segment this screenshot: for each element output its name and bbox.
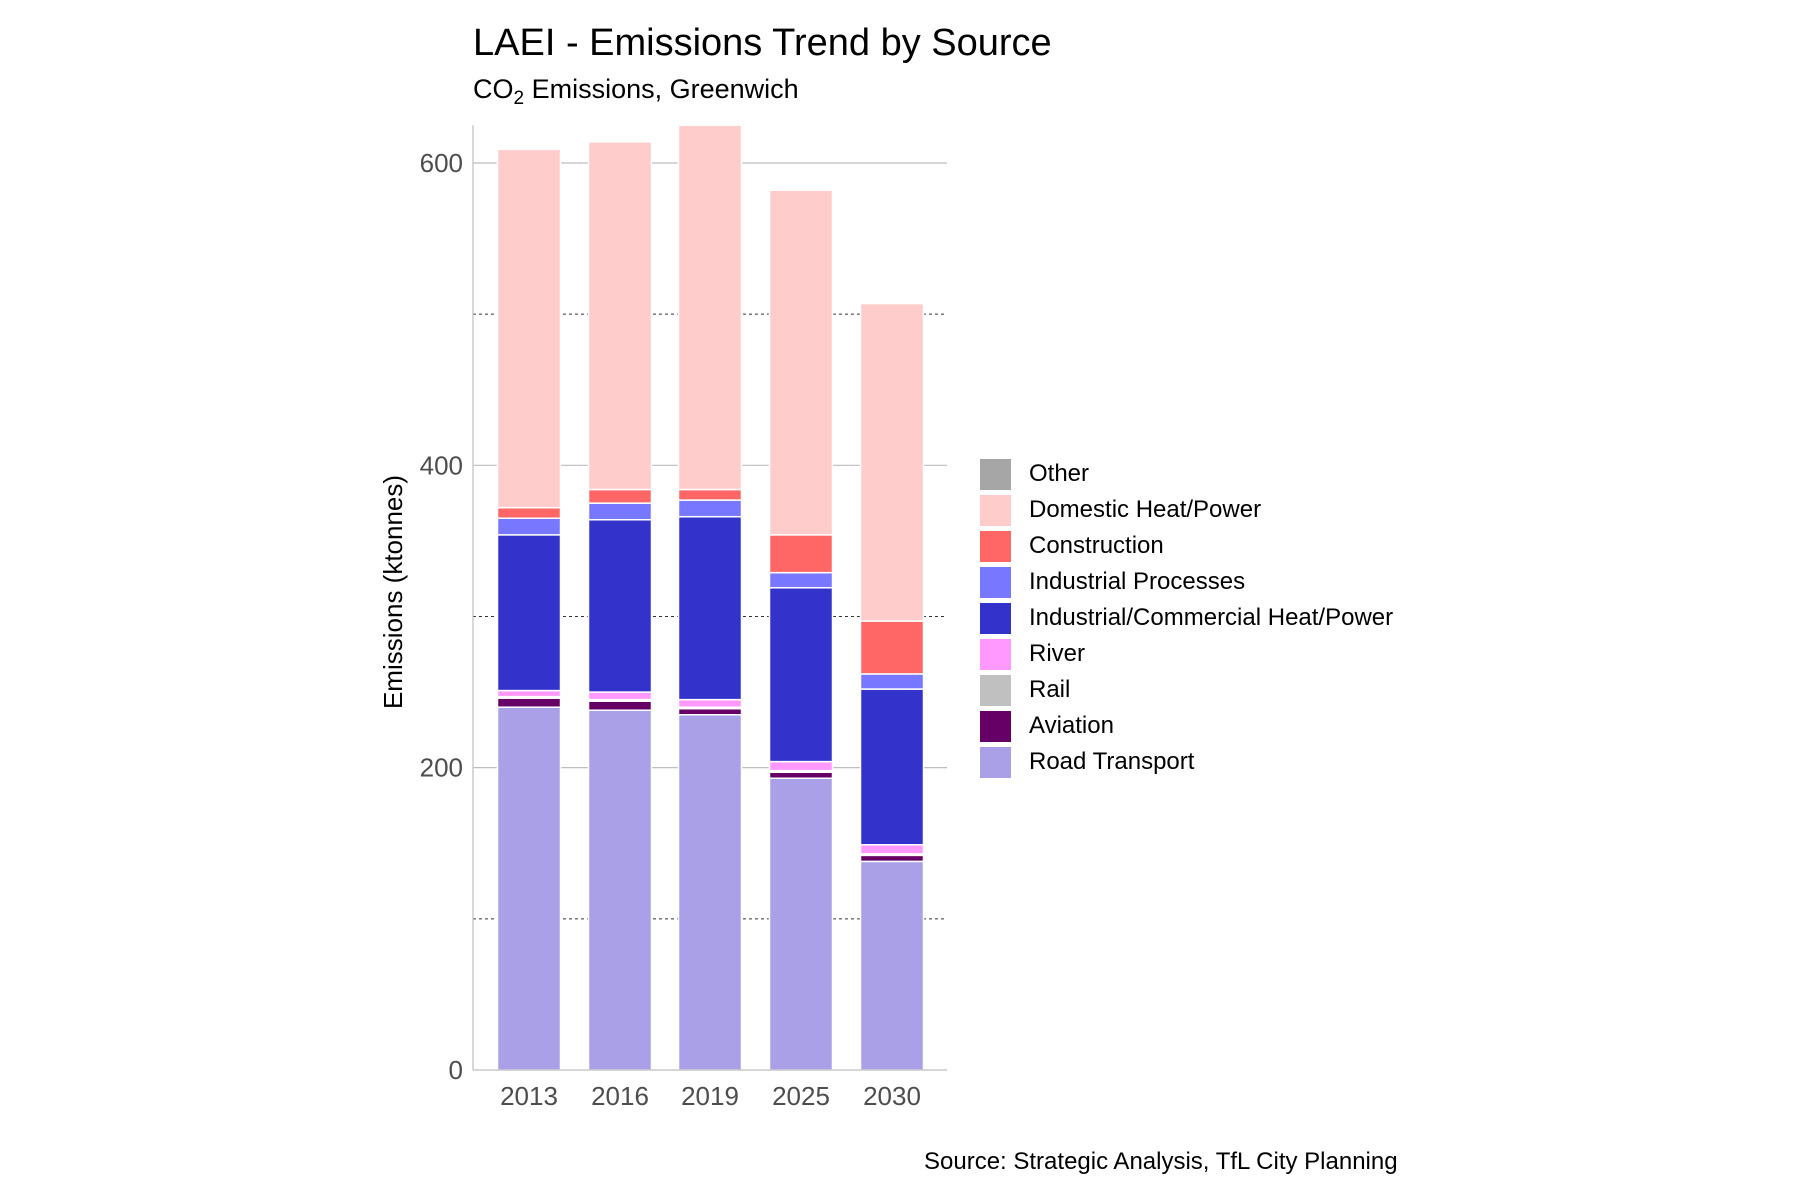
legend-label: Rail — [1029, 676, 1071, 703]
bar-segment — [859, 673, 925, 690]
bar-segment — [496, 506, 562, 519]
bar-segment — [587, 502, 653, 521]
legend-item: Industrial/Commercial Heat/Power — [980, 600, 1393, 636]
bar-segment — [859, 860, 925, 1071]
bar-segment — [768, 189, 834, 536]
legend-item: River — [980, 636, 1393, 672]
bar-segment — [768, 571, 834, 589]
source-caption: Source: Strategic Analysis, TfL City Pla… — [924, 1148, 1398, 1175]
y-tick-label: 600 — [420, 148, 463, 178]
bar-segment — [496, 706, 562, 1071]
legend-label: Construction — [1029, 532, 1164, 559]
bar-segment — [677, 714, 743, 1071]
bars-layer — [496, 124, 925, 1071]
x-tick-label: 2016 — [591, 1081, 649, 1111]
legend-key — [980, 566, 1011, 598]
bar-segment — [496, 148, 562, 509]
y-tick-label: 0 — [449, 1055, 463, 1085]
bar-segment — [768, 777, 834, 1071]
bar-segment — [859, 844, 925, 855]
subtitle-subscript: 2 — [513, 88, 525, 109]
bar-segment — [859, 688, 925, 846]
x-tick-label: 2030 — [863, 1081, 921, 1111]
bar-segment — [587, 488, 653, 504]
bar-segment — [677, 707, 743, 716]
legend-key — [980, 458, 1011, 490]
legend-item: Aviation — [980, 708, 1393, 744]
x-tick-label: 2013 — [500, 1081, 558, 1111]
chart-title: LAEI - Emissions Trend by Source — [473, 22, 1052, 64]
legend-label: Industrial/Commercial Heat/Power — [1029, 604, 1394, 631]
bar-segment — [587, 518, 653, 693]
x-tick-label: 2025 — [772, 1081, 830, 1111]
legend-key — [980, 602, 1011, 634]
bar-segment — [768, 760, 834, 772]
legend-key — [980, 494, 1011, 526]
bar-segment — [587, 691, 653, 701]
subtitle-suffix: Emissions, Greenwich — [524, 74, 799, 104]
subtitle-prefix: CO — [473, 74, 514, 104]
legend-label: Industrial Processes — [1029, 568, 1246, 595]
legend-item: Industrial Processes — [980, 564, 1393, 600]
legend-label: Road Transport — [1029, 748, 1195, 775]
bar-segment — [587, 141, 653, 491]
legend-key — [980, 674, 1011, 706]
bar-segment — [859, 620, 925, 675]
x-tick-label: 2019 — [681, 1081, 739, 1111]
legend-item: Construction — [980, 528, 1393, 564]
legend-item: Domestic Heat/Power — [980, 492, 1393, 528]
bar-segment — [677, 698, 743, 708]
legend-item: Rail — [980, 672, 1393, 708]
bar-segment — [768, 587, 834, 763]
legend-label: River — [1029, 640, 1086, 667]
chart-subtitle: CO2 Emissions, Greenwich — [473, 74, 799, 110]
legend-item: Other — [980, 456, 1393, 492]
legend: Other Domestic Heat/Power Construction Indu… — [980, 456, 1393, 780]
bar-segment — [496, 534, 562, 692]
bar-segment — [859, 854, 925, 863]
legend-label: Aviation — [1029, 712, 1114, 739]
bar-segment — [587, 700, 653, 711]
legend-item: Road Transport — [980, 744, 1393, 780]
bar-segment — [677, 124, 743, 491]
bar-segment — [587, 709, 653, 1071]
axis-layer: 0 200 400 600 2013 2016 2019 2025 2030 — [420, 125, 947, 1111]
bar-segment — [768, 771, 834, 779]
legend-label: Domestic Heat/Power — [1029, 496, 1262, 523]
bar-segment — [677, 515, 743, 701]
legend-key — [980, 638, 1011, 670]
y-tick-label: 200 — [420, 753, 463, 783]
y-axis-label: Emissions (ktonnes) — [378, 475, 408, 709]
bar-segment — [859, 302, 925, 622]
bar-segment — [496, 697, 562, 708]
bar-segment — [677, 499, 743, 518]
legend-key — [980, 530, 1011, 562]
bar-segment — [768, 534, 834, 574]
bar-segment — [677, 488, 743, 501]
legend-key — [980, 710, 1011, 742]
bar-segment — [496, 517, 562, 536]
bar-segment — [496, 689, 562, 698]
y-tick-label: 400 — [420, 450, 463, 480]
legend-key — [980, 746, 1011, 778]
legend-label: Other — [1029, 460, 1090, 487]
